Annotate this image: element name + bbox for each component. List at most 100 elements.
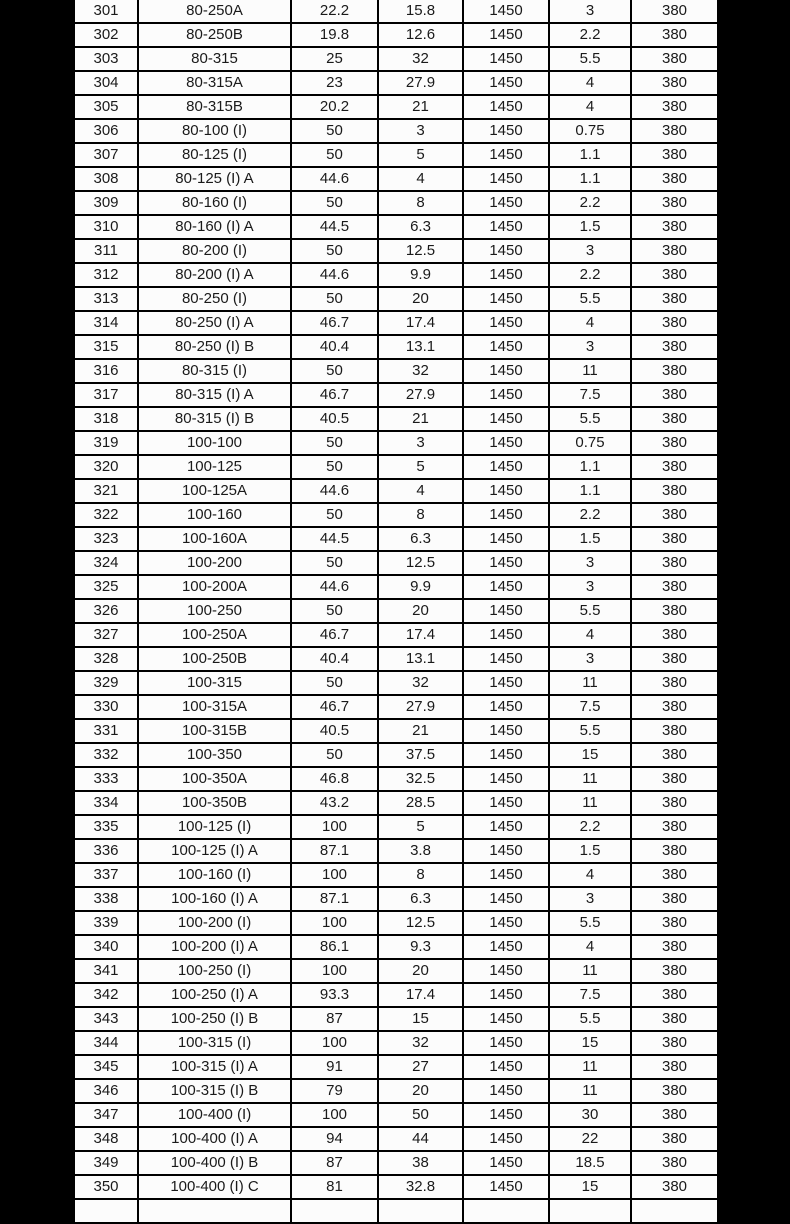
cell-voltage: 380 [630, 814, 719, 840]
cell-head: 4 [377, 166, 464, 192]
cell-model: 100-250 (I) [137, 958, 292, 984]
cell-head: 3.8 [377, 838, 464, 864]
table-row: 318 80-315 (I) B 40.5 21 1450 5.5 380 [73, 406, 719, 432]
table-row: 330 100-315A 46.7 27.9 1450 7.5 380 [73, 694, 719, 720]
cell-model: 100-200 (I) [137, 910, 292, 936]
table-row: 305 80-315B 20.2 21 1450 4 380 [73, 94, 719, 120]
cell-flow: 100 [290, 958, 379, 984]
cell-speed: 1450 [462, 910, 550, 936]
cell-no: 348 [73, 1126, 139, 1152]
cell-voltage: 380 [630, 478, 719, 504]
cell-voltage: 380 [630, 550, 719, 576]
cell-power: 11 [548, 790, 632, 816]
table-row: 332 100-350 50 37.5 1450 15 380 [73, 742, 719, 768]
cell-power: 15 [548, 1174, 632, 1200]
cell-voltage: 380 [630, 742, 719, 768]
cell-power: 4 [548, 862, 632, 888]
cell-speed: 1450 [462, 430, 550, 456]
cell-flow: 44.6 [290, 166, 379, 192]
cell-model: 80-250 (I) [137, 286, 292, 312]
cell-model: 100-400 (I) C [137, 1174, 292, 1200]
cell-no: 350 [73, 1174, 139, 1200]
cell-speed: 1450 [462, 862, 550, 888]
cell-model: 100-315A [137, 694, 292, 720]
cell-head: 50 [377, 1102, 464, 1128]
cell-flow: 44.6 [290, 262, 379, 288]
table-row: 302 80-250B 19.8 12.6 1450 2.2 380 [73, 22, 719, 48]
cell-flow: 100 [290, 862, 379, 888]
cell-voltage: 380 [630, 622, 719, 648]
cell-power [548, 1198, 632, 1224]
cell-power: 1.1 [548, 142, 632, 168]
cell-voltage: 380 [630, 646, 719, 672]
table-row: 349 100-400 (I) B 87 38 1450 18.5 380 [73, 1150, 719, 1176]
cell-speed: 1450 [462, 934, 550, 960]
cell-power: 3 [548, 886, 632, 912]
table-row: 335 100-125 (I) 100 5 1450 2.2 380 [73, 814, 719, 840]
table-row: 317 80-315 (I) A 46.7 27.9 1450 7.5 380 [73, 382, 719, 408]
cell-model: 80-315 [137, 46, 292, 72]
cell-power: 2.2 [548, 190, 632, 216]
cell-power: 4 [548, 94, 632, 120]
cell-flow: 40.5 [290, 718, 379, 744]
cell-voltage: 380 [630, 214, 719, 240]
cell-flow: 87 [290, 1150, 379, 1176]
table-row: 328 100-250B 40.4 13.1 1450 3 380 [73, 646, 719, 672]
cell-no: 339 [73, 910, 139, 936]
cell-head: 20 [377, 286, 464, 312]
cell-no: 305 [73, 94, 139, 120]
cell-speed: 1450 [462, 142, 550, 168]
cell-speed: 1450 [462, 454, 550, 480]
cell-voltage: 380 [630, 454, 719, 480]
cell-no: 319 [73, 430, 139, 456]
cell-voltage: 380 [630, 22, 719, 48]
table-row: 308 80-125 (I) A 44.6 4 1450 1.1 380 [73, 166, 719, 192]
cell-voltage: 380 [630, 790, 719, 816]
cell-power: 7.5 [548, 982, 632, 1008]
cell-no: 343 [73, 1006, 139, 1032]
cell-flow: 50 [290, 502, 379, 528]
cell-model: 100-160 (I) [137, 862, 292, 888]
cell-head: 13.1 [377, 334, 464, 360]
cell-no: 340 [73, 934, 139, 960]
cell-model: 100-400 (I) [137, 1102, 292, 1128]
cell-flow: 50 [290, 118, 379, 144]
cell-voltage: 380 [630, 1150, 719, 1176]
cell-speed: 1450 [462, 46, 550, 72]
cell-model: 100-125 (I) A [137, 838, 292, 864]
cell-head: 9.9 [377, 262, 464, 288]
cell-no: 301 [73, 0, 139, 24]
cell-power: 11 [548, 670, 632, 696]
cell-voltage: 380 [630, 358, 719, 384]
table-row: 344 100-315 (I) 100 32 1450 15 380 [73, 1030, 719, 1056]
cell-power: 3 [548, 238, 632, 264]
cell-voltage: 380 [630, 1078, 719, 1104]
cell-speed: 1450 [462, 742, 550, 768]
cell-no: 317 [73, 382, 139, 408]
table-row: 347 100-400 (I) 100 50 1450 30 380 [73, 1102, 719, 1128]
cell-power: 1.5 [548, 214, 632, 240]
cell-no: 342 [73, 982, 139, 1008]
cell-flow: 46.8 [290, 766, 379, 792]
cell-flow: 50 [290, 598, 379, 624]
table-row: 315 80-250 (I) B 40.4 13.1 1450 3 380 [73, 334, 719, 360]
cell-voltage: 380 [630, 70, 719, 96]
table-row: 303 80-315 25 32 1450 5.5 380 [73, 46, 719, 72]
cell-speed: 1450 [462, 406, 550, 432]
cell-speed: 1450 [462, 1126, 550, 1152]
cell-no: 341 [73, 958, 139, 984]
cell-power: 2.2 [548, 814, 632, 840]
cell-power: 2.2 [548, 502, 632, 528]
cell-voltage: 380 [630, 1030, 719, 1056]
cell-model: 100-350A [137, 766, 292, 792]
cell-no: 306 [73, 118, 139, 144]
cell-power: 0.75 [548, 118, 632, 144]
cell-flow: 81 [290, 1174, 379, 1200]
cell-head: 17.4 [377, 622, 464, 648]
cell-voltage [630, 1198, 719, 1224]
cell-model: 80-250 (I) B [137, 334, 292, 360]
cell-flow: 50 [290, 190, 379, 216]
cell-head: 15 [377, 1006, 464, 1032]
cell-model: 80-250B [137, 22, 292, 48]
cell-head: 20 [377, 1078, 464, 1104]
